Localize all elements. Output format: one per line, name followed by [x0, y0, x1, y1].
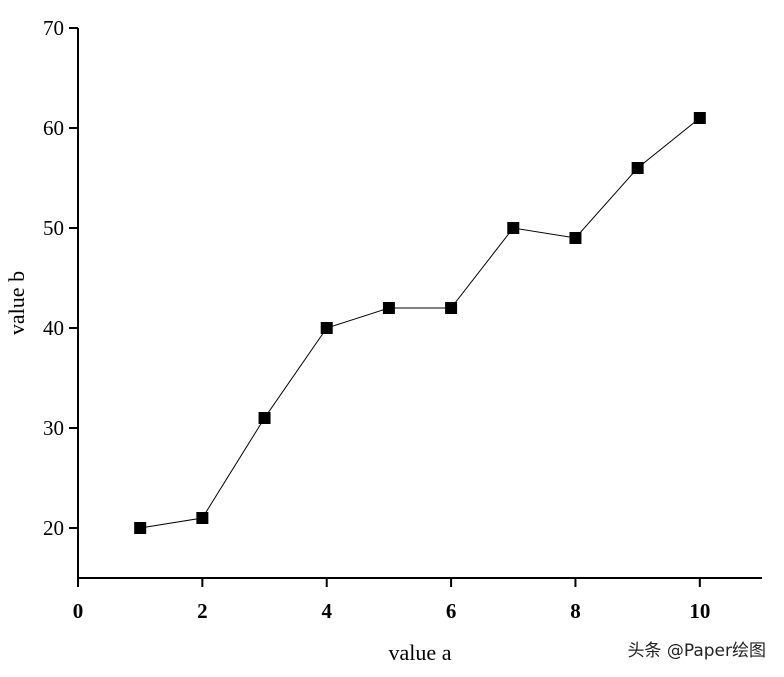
- data-point: [320, 322, 333, 334]
- data-point: [196, 512, 209, 524]
- y-tick-label: 40: [43, 316, 64, 340]
- y-axis-label: value b: [4, 271, 29, 335]
- x-tick-label: 2: [197, 599, 208, 623]
- x-tick-label: 4: [321, 599, 332, 623]
- data-point: [134, 522, 147, 534]
- x-tick-label: 10: [689, 599, 710, 623]
- y-tick-label: 70: [43, 16, 64, 40]
- y-tick-label: 50: [43, 216, 64, 240]
- data-point: [258, 412, 271, 424]
- y-tick-label: 20: [43, 516, 64, 540]
- x-tick-label: 6: [446, 599, 457, 623]
- x-tick-label: 0: [73, 599, 84, 623]
- y-tick-label: 30: [43, 416, 64, 440]
- x-axis-label: value a: [389, 640, 452, 665]
- series-line: [140, 117, 701, 529]
- data-point: [445, 302, 458, 314]
- data-point: [569, 232, 582, 244]
- data-point: [507, 222, 520, 234]
- data-point: [631, 162, 644, 174]
- watermark: 头条 @Paper绘图: [627, 641, 766, 661]
- data-point: [693, 112, 706, 124]
- data-point: [382, 302, 395, 314]
- y-tick-label: 60: [43, 116, 64, 140]
- x-tick-label: 8: [570, 599, 581, 623]
